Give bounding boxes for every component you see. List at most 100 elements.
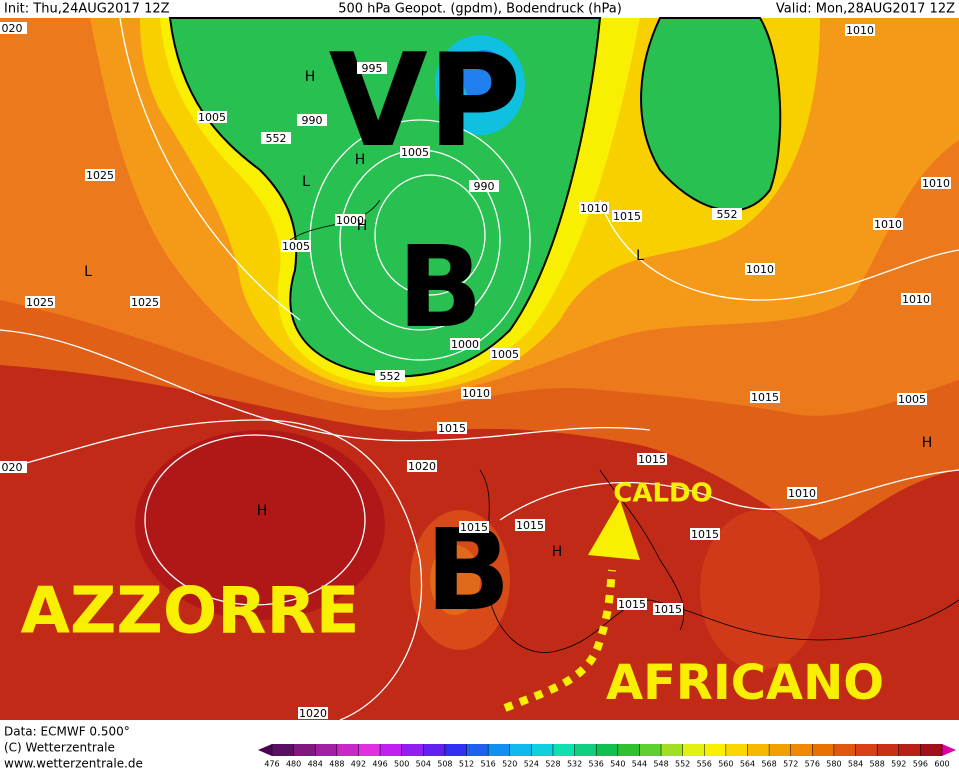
colorbar-swatch	[444, 744, 468, 756]
colorbar-swatch	[617, 744, 640, 756]
colorbar-label: 488	[329, 760, 344, 769]
colorbar-label: 492	[351, 760, 366, 769]
isobar-label: 990	[474, 180, 495, 193]
isobar-label-bg	[400, 146, 430, 158]
isobar-label-bg	[261, 132, 291, 144]
isobar-label-bg	[407, 460, 437, 472]
isobar-label-bg	[197, 111, 227, 123]
colorbar-swatch	[769, 744, 792, 756]
isobar-label: 995	[362, 62, 383, 75]
colorbar-swatch	[380, 744, 403, 756]
isobar-label-bg	[515, 519, 545, 531]
colorbar-swatch	[639, 744, 662, 756]
pressure-center: L	[84, 264, 92, 280]
isobar-label-bg	[0, 22, 27, 34]
isobar-label: 1005	[401, 146, 429, 159]
annotation-low: B	[397, 223, 482, 353]
isobar-label: 1015	[438, 422, 466, 435]
colorbar-swatch	[596, 744, 619, 756]
colorbar-swatch	[855, 744, 878, 756]
isobar-label: 552	[717, 208, 738, 221]
data-source: Data: ECMWF 0.500°	[4, 725, 130, 739]
colorbar-swatch	[898, 744, 921, 756]
url: www.wetterzentrale.de	[4, 757, 143, 771]
isobar-label: 1005	[198, 111, 226, 124]
isobar-label: 1010	[746, 263, 774, 276]
colorbar-swatch	[466, 744, 489, 756]
pressure-center: H	[552, 544, 563, 560]
isobar-label: 1005	[491, 348, 519, 361]
pressure-center: H	[357, 218, 368, 234]
colorbar-label: 532	[567, 760, 582, 769]
isobar-label: 1015	[691, 528, 719, 541]
pressure-center: H	[922, 435, 933, 451]
colorbar-swatch	[315, 744, 338, 756]
isobar-label: 1000	[336, 214, 364, 227]
isobar-label: 1005	[282, 240, 310, 253]
colorbar-label: 508	[437, 760, 452, 769]
isobar-label-bg	[750, 391, 780, 403]
isobar-label-bg	[469, 180, 499, 192]
annotation-azores: AZZORRE	[20, 575, 359, 649]
colorbar-label: 588	[870, 760, 885, 769]
colorbar-swatch	[531, 744, 554, 756]
isobar-label: 020	[2, 22, 23, 35]
isobar-label-bg	[375, 370, 405, 382]
isobar-label-bg	[845, 24, 875, 36]
colorbar-label: 528	[545, 760, 560, 769]
colorbar-swatch	[747, 744, 770, 756]
colorbar-label: 516	[480, 760, 495, 769]
annotation-african: AFRICANO	[606, 655, 884, 711]
colorbar-swatch	[358, 744, 381, 756]
colorbar-swatch	[509, 744, 532, 756]
pressure-center: H	[305, 69, 316, 85]
colorbar-label: 480	[286, 760, 301, 769]
isobar-label-bg	[901, 293, 931, 305]
isobar-label: 1015	[613, 210, 641, 223]
colorbar-label: 524	[524, 760, 539, 769]
colorbar-swatch	[920, 744, 943, 756]
colorbar-swatch	[790, 744, 813, 756]
isobar-label-bg	[579, 202, 609, 214]
isobar-label: 1010	[902, 293, 930, 306]
colorbar-label: 504	[416, 760, 431, 769]
colorbar-swatch	[682, 744, 705, 756]
colorbar-swatch	[401, 744, 424, 756]
colorbar-label: 548	[653, 760, 668, 769]
colorbar-swatch	[704, 744, 727, 756]
colorbar-swatch	[488, 744, 511, 756]
isobar-label: 1000	[451, 338, 479, 351]
colorbar-swatch	[833, 744, 857, 756]
colorbar-swatch	[293, 744, 316, 756]
isobar-label-bg	[897, 393, 927, 405]
colorbar-label: 552	[675, 760, 690, 769]
colorbar-label: 600	[934, 760, 949, 769]
isobar-label-bg	[298, 707, 328, 719]
isobar-label: 1010	[922, 177, 950, 190]
isobar-label: 1015	[654, 603, 682, 616]
colorbar-label: 560	[718, 760, 733, 769]
colorbar-swatch	[574, 744, 597, 756]
isobar-label-bg	[450, 338, 480, 350]
pressure-center: L	[636, 248, 644, 264]
colorbar-swatch	[336, 744, 359, 756]
isobar-label-bg	[130, 296, 160, 308]
isobar-label: 1020	[299, 707, 327, 720]
isobar-label: 1005	[898, 393, 926, 406]
isobar-label: 1010	[580, 202, 608, 215]
isobar-label-bg	[85, 169, 115, 181]
isobar-label-bg	[690, 528, 720, 540]
isobar-label: 552	[266, 132, 287, 145]
isobar-label-bg	[437, 422, 467, 434]
isobar-label-bg	[281, 240, 311, 252]
isobar-label-bg	[617, 598, 647, 610]
colorbar-label: 544	[632, 760, 647, 769]
isobar-label-bg	[297, 114, 327, 126]
colorbar-label: 592	[891, 760, 906, 769]
isobar-label: 990	[302, 114, 323, 127]
isobar-label: 1025	[26, 296, 54, 309]
colorbar-label: 576	[805, 760, 820, 769]
isobar-label: 1025	[131, 296, 159, 309]
colorbar-label: 596	[913, 760, 928, 769]
